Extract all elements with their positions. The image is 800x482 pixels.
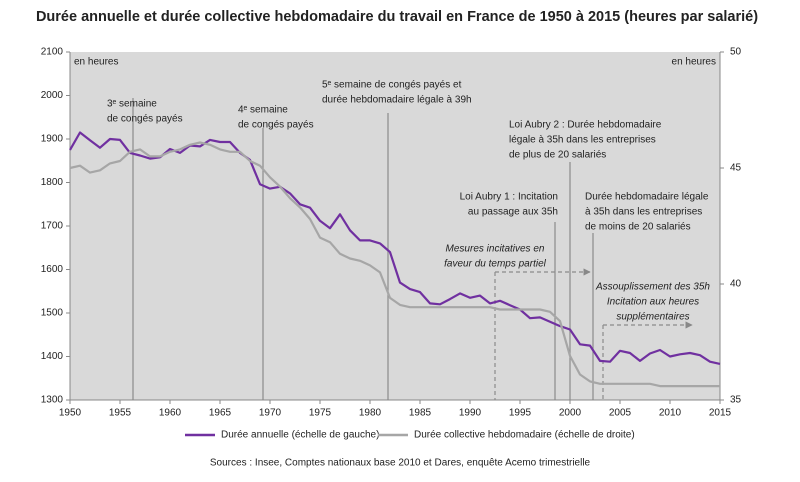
legend-label: Durée collective hebdomadaire (échelle d…	[414, 430, 635, 441]
annotation: Loi Aubry 1 : Incitation	[460, 192, 558, 203]
x-tick-label: 2005	[609, 408, 632, 419]
chart-title: Durée annuelle et durée collective hebdo…	[36, 9, 758, 25]
annotation: de congés payés	[238, 120, 314, 131]
y-axis-label: en heures	[74, 57, 118, 68]
x-tick-label: 1995	[509, 408, 532, 419]
y-tick-label: 1500	[41, 308, 64, 319]
x-tick-label: 1985	[409, 408, 432, 419]
x-tick-label: 2015	[709, 408, 732, 419]
annotation: durée hebdomadaire légale à 39h	[322, 95, 472, 106]
annotation: de congés payés	[107, 114, 183, 125]
x-tick-label: 1950	[59, 408, 82, 419]
x-tick-label: 2000	[559, 408, 582, 419]
y-tick-label: 1700	[41, 221, 64, 232]
event-lines	[132, 98, 693, 400]
annotation: de plus de 20 salariés	[509, 150, 606, 161]
annotation: 5ᵉ semaine de congés payés et	[322, 80, 462, 91]
y-tick-label: 1800	[41, 177, 64, 188]
x-tick-label: 2010	[659, 408, 682, 419]
annotation: au passage aux 35h	[468, 207, 558, 218]
series-line	[69, 141, 720, 388]
annotation: 3ᵉ semaine	[107, 99, 157, 110]
y2-tick-label: 40	[730, 279, 742, 290]
annotation: Incitation aux heures	[607, 297, 699, 308]
y-tick-label: 1400	[41, 351, 64, 362]
source: Sources : Insee, Comptes nationaux base …	[210, 458, 591, 469]
annotation: supplémentaires	[616, 312, 689, 323]
annotation: Mesures incitatives en	[446, 244, 545, 255]
series-line	[69, 131, 721, 365]
plot-area	[70, 52, 720, 400]
annotation: faveur du temps partiel	[444, 259, 546, 270]
annotation: à 35h dans les entreprises	[585, 207, 702, 218]
x-tick-label: 1960	[159, 408, 182, 419]
y2-tick-label: 45	[730, 163, 742, 174]
x-tick-label: 1970	[259, 408, 282, 419]
y-tick-label: 1300	[41, 395, 64, 406]
y2-tick-label: 50	[730, 47, 742, 58]
legend-label: Durée annuelle (échelle de gauche)	[221, 430, 379, 441]
x-tick-label: 1980	[359, 408, 382, 419]
y-tick-label: 1900	[41, 134, 64, 145]
annotation: légale à 35h dans les entreprises	[509, 135, 656, 146]
annotation: 4ᵉ semaine	[238, 105, 288, 116]
x-tick-label: 1975	[309, 408, 332, 419]
annotation: Assouplissement des 35h	[595, 282, 710, 293]
x-tick-label: 1965	[209, 408, 232, 419]
y-tick-label: 2000	[41, 90, 64, 101]
x-tick-label: 1955	[109, 408, 132, 419]
y-tick-label: 1600	[41, 264, 64, 275]
x-tick-label: 1990	[459, 408, 482, 419]
y2-axis-label: en heures	[672, 57, 716, 68]
annotation: Durée hebdomadaire légale	[585, 192, 709, 203]
annotation: Loi Aubry 2 : Durée hebdomadaire	[509, 120, 662, 131]
annotation: de moins de 20 salariés	[585, 222, 691, 233]
y-tick-label: 2100	[41, 47, 64, 58]
y2-tick-label: 35	[730, 395, 742, 406]
